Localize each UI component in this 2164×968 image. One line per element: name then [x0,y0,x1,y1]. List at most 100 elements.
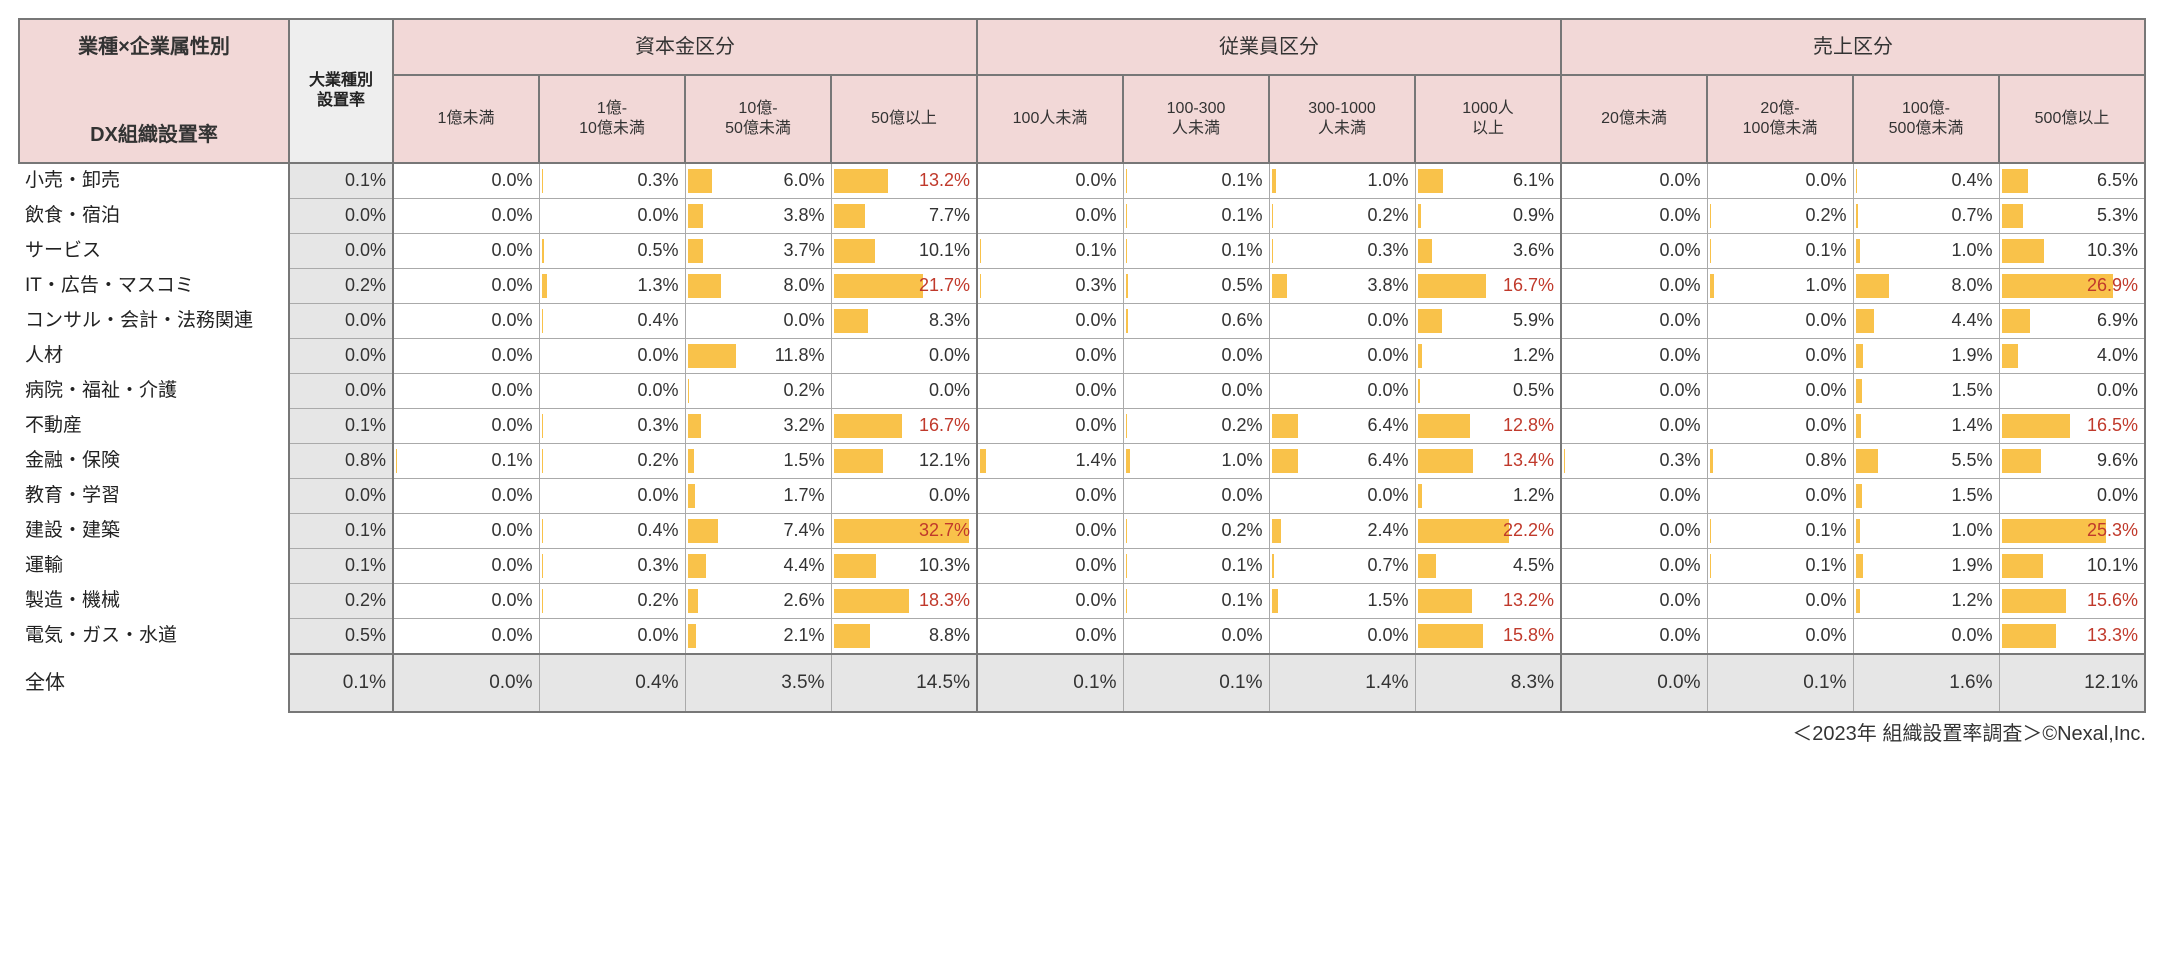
cell: 11.8% [685,339,831,374]
cell: 0.1% [1123,163,1269,199]
cell: 0.0% [393,479,539,514]
cell: 10.1% [1999,549,2145,584]
cell: 0.1% [1123,234,1269,269]
cell: 0.0% [539,339,685,374]
cell-major: 0.0% [289,339,393,374]
cell: 6.0% [685,163,831,199]
header-sub-1-2: 300-1000人未満 [1269,75,1415,163]
cell: 0.1% [1123,199,1269,234]
cell: 0.0% [393,584,539,619]
cell: 0.8% [1707,444,1853,479]
cell: 0.0% [977,199,1123,234]
cell: 0.0% [1707,304,1853,339]
cell: 0.0% [1999,479,2145,514]
cell: 0.3% [539,549,685,584]
cell: 0.5% [1123,269,1269,304]
cell: 3.8% [685,199,831,234]
cell: 0.5% [1415,374,1561,409]
cell: 0.0% [977,163,1123,199]
table-row: 運輸0.1%0.0%0.3%4.4%10.3%0.0%0.1%0.7%4.5%0… [19,549,2145,584]
table-row: 建設・建築0.1%0.0%0.4%7.4%32.7%0.0%0.2%2.4%22… [19,514,2145,549]
cell: 12.1% [831,444,977,479]
cell: 0.0% [1269,619,1415,655]
header-sub-0-2: 10億-50億未満 [685,75,831,163]
cell-major: 0.0% [289,479,393,514]
cell: 0.0% [1707,409,1853,444]
header-group-0: 資本金区分 [393,19,977,75]
cell: 0.0% [1269,304,1415,339]
cell: 0.0% [977,374,1123,409]
table-row: IT・広告・マスコミ0.2%0.0%1.3%8.0%21.7%0.3%0.5%3… [19,269,2145,304]
row-label: サービス [19,234,289,269]
cell-total: 0.4% [539,654,685,712]
cell: 0.0% [393,549,539,584]
cell: 0.0% [977,409,1123,444]
cell-total: 1.4% [1269,654,1415,712]
cell-total: 0.0% [1561,654,1707,712]
cell: 0.0% [393,339,539,374]
cell: 0.2% [539,444,685,479]
cell-major: 0.1% [289,549,393,584]
cell: 6.4% [1269,409,1415,444]
credit-line: ＜2023年 組織設置率調査＞©Nexal,Inc. [18,717,2146,746]
row-label: 運輸 [19,549,289,584]
cell: 0.0% [1561,269,1707,304]
cell: 16.7% [1415,269,1561,304]
cell: 0.0% [831,339,977,374]
cell: 1.5% [1853,374,1999,409]
header-sub-2-0: 20億未満 [1561,75,1707,163]
cell: 13.2% [831,163,977,199]
cell: 0.0% [539,479,685,514]
cell: 0.0% [1561,339,1707,374]
cell: 0.1% [1123,549,1269,584]
cell: 0.0% [1561,619,1707,655]
cell: 15.6% [1999,584,2145,619]
cell: 6.5% [1999,163,2145,199]
cell: 5.5% [1853,444,1999,479]
cell-major: 0.1% [289,163,393,199]
cell: 0.0% [393,234,539,269]
dx-rate-table: 業種×企業属性別DX組織設置率大業種別設置率資本金区分従業員区分売上区分1億未満… [18,18,2146,713]
cell-major: 0.1% [289,514,393,549]
table-row: 教育・学習0.0%0.0%0.0%1.7%0.0%0.0%0.0%0.0%1.2… [19,479,2145,514]
cell: 1.0% [1269,163,1415,199]
cell-major: 0.5% [289,619,393,655]
cell-total: 0.1% [977,654,1123,712]
cell-major-total: 0.1% [289,654,393,712]
cell: 0.0% [977,339,1123,374]
cell: 0.0% [393,163,539,199]
header-sub-2-3: 500億以上 [1999,75,2145,163]
cell: 9.6% [1999,444,2145,479]
header-title: 業種×企業属性別DX組織設置率 [19,19,289,163]
cell: 0.4% [539,514,685,549]
cell: 4.0% [1999,339,2145,374]
cell-major: 0.8% [289,444,393,479]
cell: 0.0% [1561,199,1707,234]
cell-major: 0.0% [289,199,393,234]
cell: 0.1% [1123,584,1269,619]
cell: 0.2% [1707,199,1853,234]
cell: 0.1% [1707,549,1853,584]
header-sub-0-0: 1億未満 [393,75,539,163]
header-sub-2-1: 20億-100億未満 [1707,75,1853,163]
cell: 0.0% [685,304,831,339]
row-label: コンサル・会計・法務関連 [19,304,289,339]
cell: 0.1% [393,444,539,479]
table-row: 金融・保険0.8%0.1%0.2%1.5%12.1%1.4%1.0%6.4%13… [19,444,2145,479]
cell-major: 0.1% [289,409,393,444]
header-sub-2-2: 100億-500億未満 [1853,75,1999,163]
cell: 1.5% [1853,479,1999,514]
cell: 0.0% [393,304,539,339]
cell: 0.0% [977,514,1123,549]
cell: 7.7% [831,199,977,234]
cell: 18.3% [831,584,977,619]
cell: 0.0% [1269,339,1415,374]
cell: 0.5% [539,234,685,269]
table-row: コンサル・会計・法務関連0.0%0.0%0.4%0.0%8.3%0.0%0.6%… [19,304,2145,339]
cell: 0.2% [685,374,831,409]
cell-total: 8.3% [1415,654,1561,712]
cell: 0.3% [977,269,1123,304]
header-major: 大業種別設置率 [289,19,393,163]
cell: 1.0% [1123,444,1269,479]
cell-total: 1.6% [1853,654,1999,712]
